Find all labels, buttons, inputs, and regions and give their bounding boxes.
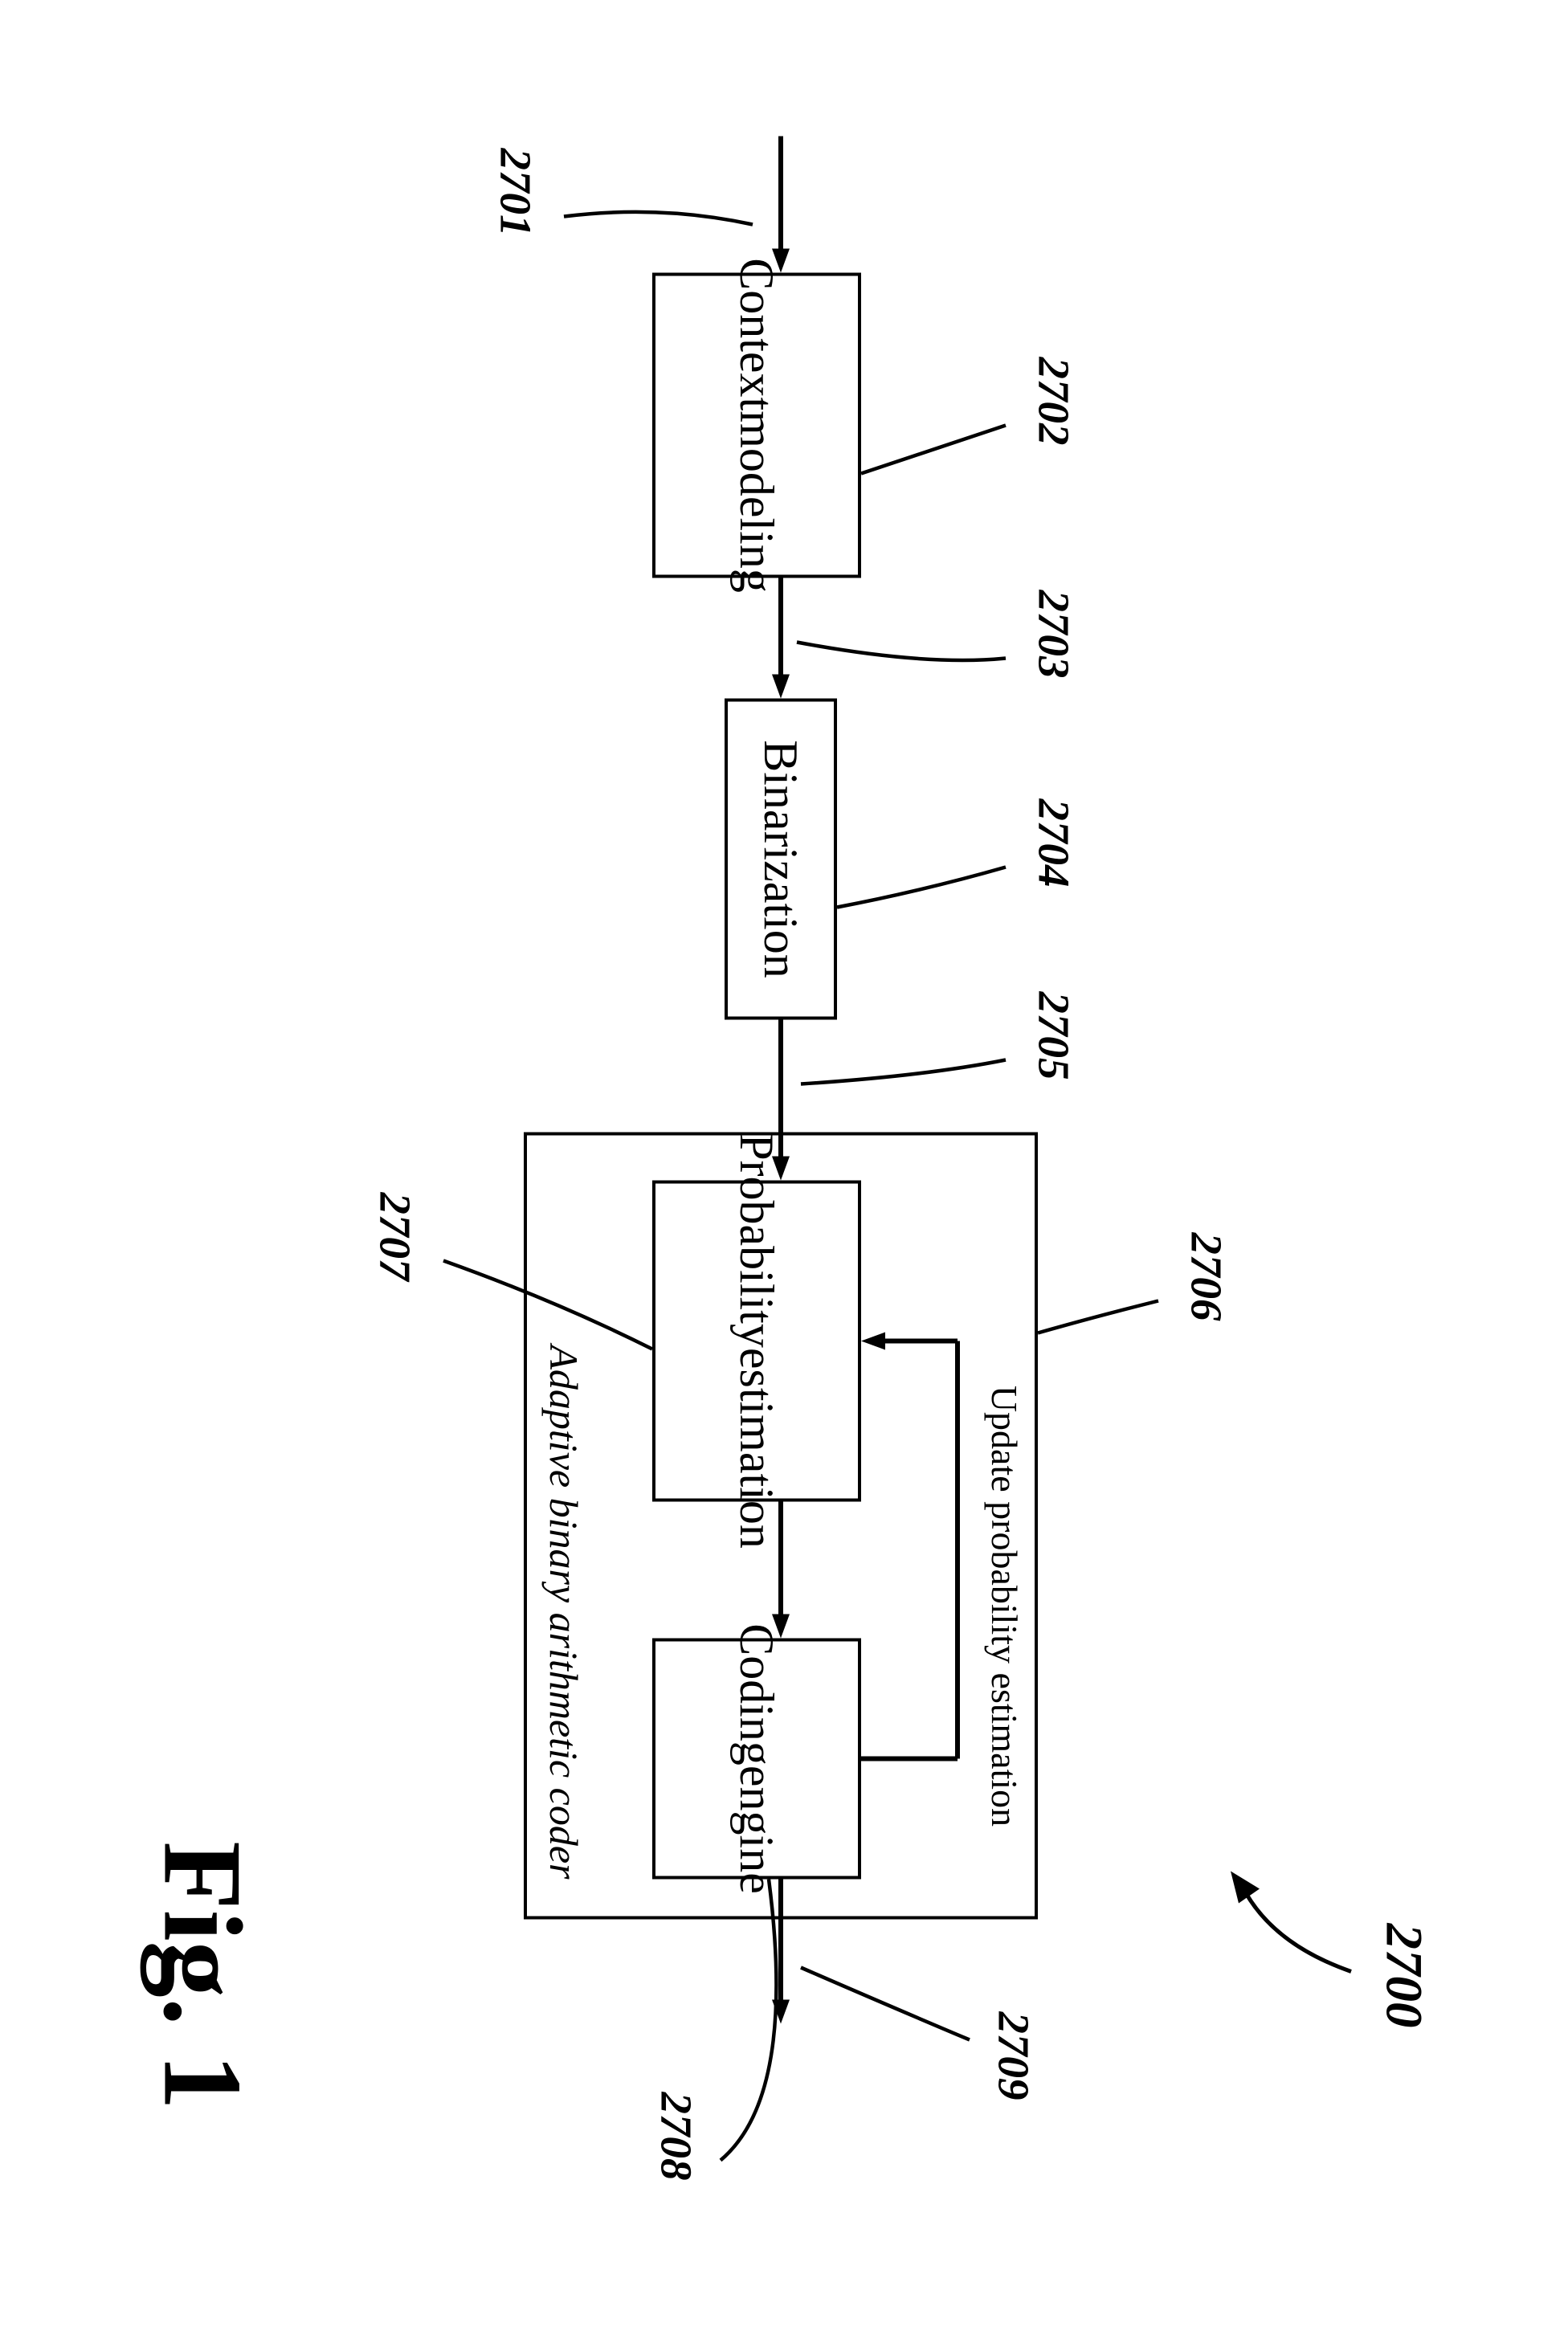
diagram-stage: Contextmodeling Binarization Probability… (0, 0, 1568, 2335)
arrows-overlay (0, 0, 1568, 2335)
